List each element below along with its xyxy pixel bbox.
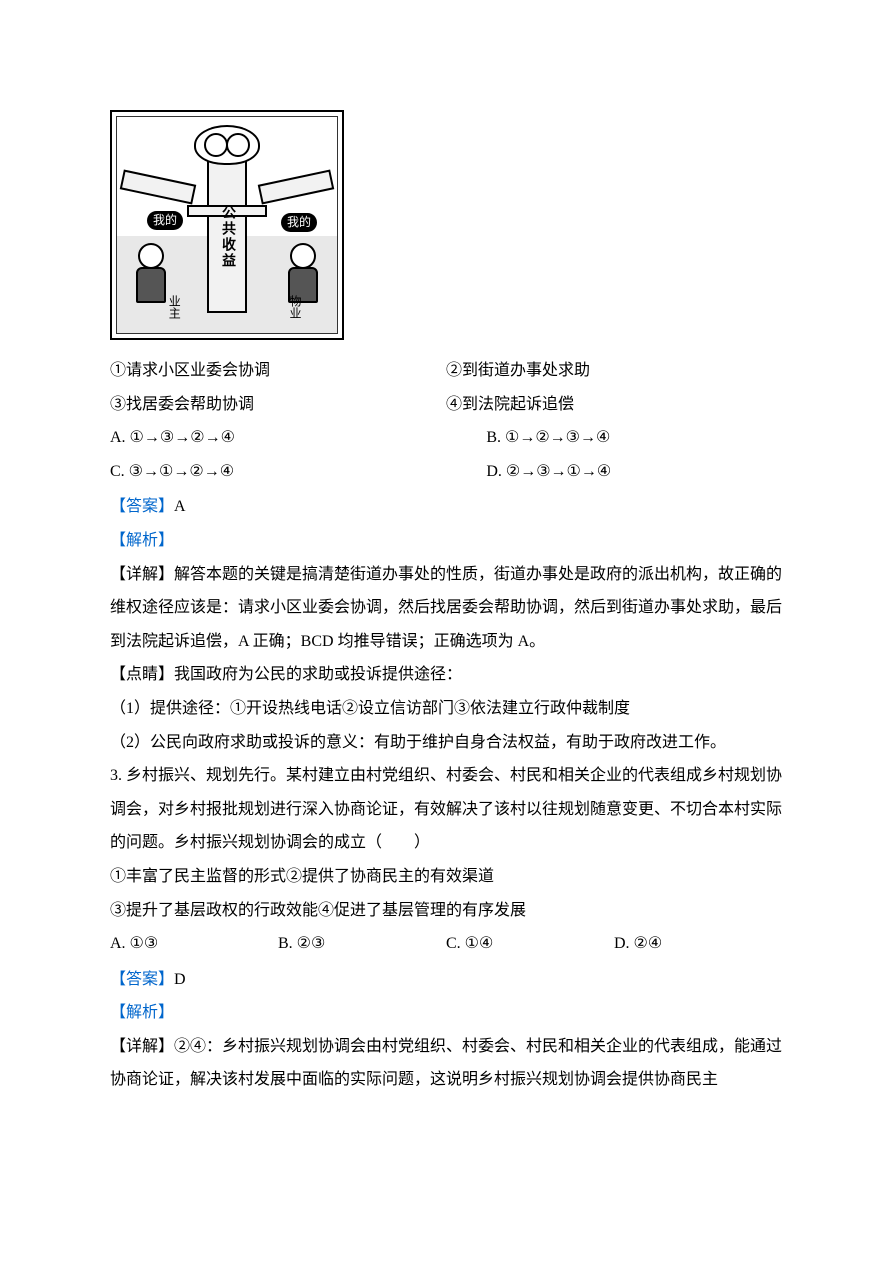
q2-statement-row-1: ①请求小区业委会协调 ②到街道办事处求助 [110, 354, 782, 388]
q2-statement-2: ②到街道办事处求助 [446, 354, 782, 388]
q3-analysis-label: 【解析】 [110, 996, 782, 1030]
cartoon-person-property [279, 243, 327, 325]
q3-choice-a: A. ①③ [110, 927, 278, 961]
question-cartoon-image: 公共收益 我的 我的 业主 物业 [110, 110, 344, 340]
q3-answer: 【答案】D [110, 963, 782, 997]
q2-tips-line2: （2）公民向政府求助或投诉的意义：有助于维护自身合法权益，有助于政府改进工作。 [110, 726, 782, 760]
q2-answer-value: A [174, 498, 186, 515]
cartoon-yen-head [194, 125, 260, 165]
q2-tips-title: 【点睛】我国政府为公民的求助或投诉提供途径： [110, 658, 782, 692]
cartoon-arm-right [258, 170, 335, 205]
q3-choice-d: D. ②④ [614, 927, 782, 961]
q2-choice-d: D. ②→③→①→④ [486, 455, 782, 489]
answer-label: 【答案】 [110, 498, 174, 515]
q2-tips-line1: （1）提供途径：①开设热线电话②设立信访部门③依法建立行政仲裁制度 [110, 692, 782, 726]
q3-choice-c: C. ①④ [446, 927, 614, 961]
q2-statement-1: ①请求小区业委会协调 [110, 354, 446, 388]
q3-detail: 【详解】②④：乡村振兴规划协调会由村党组织、村委会、村民和相关企业的代表组成，能… [110, 1030, 782, 1097]
q3-line2: ③提升了基层政权的行政效能④促进了基层管理的有序发展 [110, 894, 782, 928]
q3-line1: ①丰富了民主监督的形式②提供了协商民主的有效渠道 [110, 860, 782, 894]
q3-choice-b: B. ②③ [278, 927, 446, 961]
cartoon-center-text: 公共收益 [220, 205, 234, 269]
cartoon-label-owner: 业主 [167, 295, 180, 319]
q3-stem: 3. 乡村振兴、规划先行。某村建立由村党组织、村委会、村民和相关企业的代表组成乡… [110, 759, 782, 860]
q2-statement-4: ④到法院起诉追偿 [446, 388, 782, 422]
cartoon-arm-left [120, 170, 197, 205]
q2-detail: 【详解】解答本题的关键是搞清楚街道办事处的性质，街道办事处是政府的派出机构，故正… [110, 558, 782, 659]
q2-choice-c: C. ③→①→②→④ [110, 455, 486, 489]
q2-choice-row-1: A. ①→③→②→④ B. ①→②→③→④ [110, 421, 782, 455]
q2-statement-3: ③找居委会帮助协调 [110, 388, 446, 422]
q3-answer-value: D [174, 971, 186, 988]
cartoon-frame: 公共收益 我的 我的 业主 物业 [116, 116, 338, 334]
q2-choice-row-2: C. ③→①→②→④ D. ②→③→①→④ [110, 455, 782, 489]
q2-answer: 【答案】A [110, 490, 782, 524]
speech-bubble-left: 我的 [147, 211, 183, 230]
q2-choice-a: A. ①→③→②→④ [110, 421, 486, 455]
q2-analysis-label: 【解析】 [110, 524, 782, 558]
cartoon-label-property: 物业 [288, 295, 301, 319]
q2-choice-b: B. ①→②→③→④ [486, 421, 782, 455]
q3-choice-row: A. ①③ B. ②③ C. ①④ D. ②④ [110, 927, 782, 961]
answer-label: 【答案】 [110, 971, 174, 988]
q2-statement-row-2: ③找居委会帮助协调 ④到法院起诉追偿 [110, 388, 782, 422]
speech-bubble-right: 我的 [281, 213, 317, 232]
